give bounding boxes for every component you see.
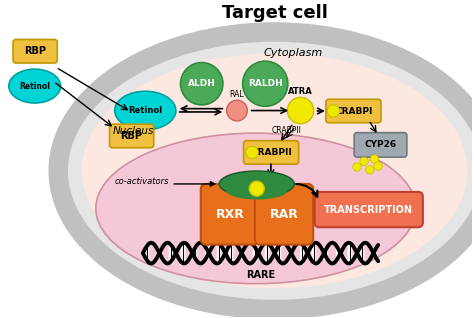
Text: RAL: RAL (230, 90, 244, 99)
Text: ALDH: ALDH (188, 79, 216, 88)
Circle shape (370, 155, 379, 163)
Text: CRABPII: CRABPII (272, 126, 301, 135)
Text: Target cell: Target cell (222, 4, 328, 22)
Text: CRABPI: CRABPI (336, 107, 374, 115)
Text: CYP26: CYP26 (365, 140, 397, 149)
Ellipse shape (219, 171, 294, 197)
Circle shape (360, 157, 368, 166)
Ellipse shape (226, 182, 287, 199)
Circle shape (287, 97, 314, 124)
Text: RBP: RBP (120, 131, 143, 141)
FancyBboxPatch shape (244, 141, 299, 164)
Text: RALDH: RALDH (248, 79, 283, 88)
FancyBboxPatch shape (201, 184, 259, 245)
Text: co-activators: co-activators (114, 176, 169, 186)
Text: RAR: RAR (270, 208, 299, 221)
Text: Retinol: Retinol (128, 106, 162, 115)
Circle shape (365, 166, 374, 174)
Text: TRANSCRIPTION: TRANSCRIPTION (324, 204, 413, 215)
Text: Retinol: Retinol (19, 82, 50, 91)
Text: CRABPII: CRABPII (252, 148, 292, 157)
Text: RBP: RBP (24, 46, 46, 56)
Text: Nucleus: Nucleus (113, 126, 154, 136)
Circle shape (374, 162, 383, 170)
Circle shape (243, 61, 288, 106)
Text: RARE: RARE (246, 270, 275, 280)
FancyBboxPatch shape (354, 133, 407, 157)
FancyBboxPatch shape (315, 192, 423, 227)
Circle shape (227, 100, 247, 121)
Ellipse shape (82, 53, 467, 288)
Text: Cytoplasm: Cytoplasm (264, 48, 323, 58)
FancyBboxPatch shape (255, 184, 313, 245)
Ellipse shape (96, 133, 416, 284)
Text: RXR: RXR (216, 208, 245, 221)
Ellipse shape (115, 91, 176, 130)
Text: ATRA: ATRA (288, 87, 313, 96)
Circle shape (249, 181, 264, 196)
FancyBboxPatch shape (109, 124, 154, 148)
FancyBboxPatch shape (13, 39, 57, 63)
Circle shape (181, 63, 223, 105)
Circle shape (328, 105, 339, 117)
Circle shape (353, 163, 361, 171)
Circle shape (246, 146, 258, 159)
FancyBboxPatch shape (326, 99, 381, 123)
Ellipse shape (58, 32, 474, 309)
Ellipse shape (9, 69, 61, 103)
